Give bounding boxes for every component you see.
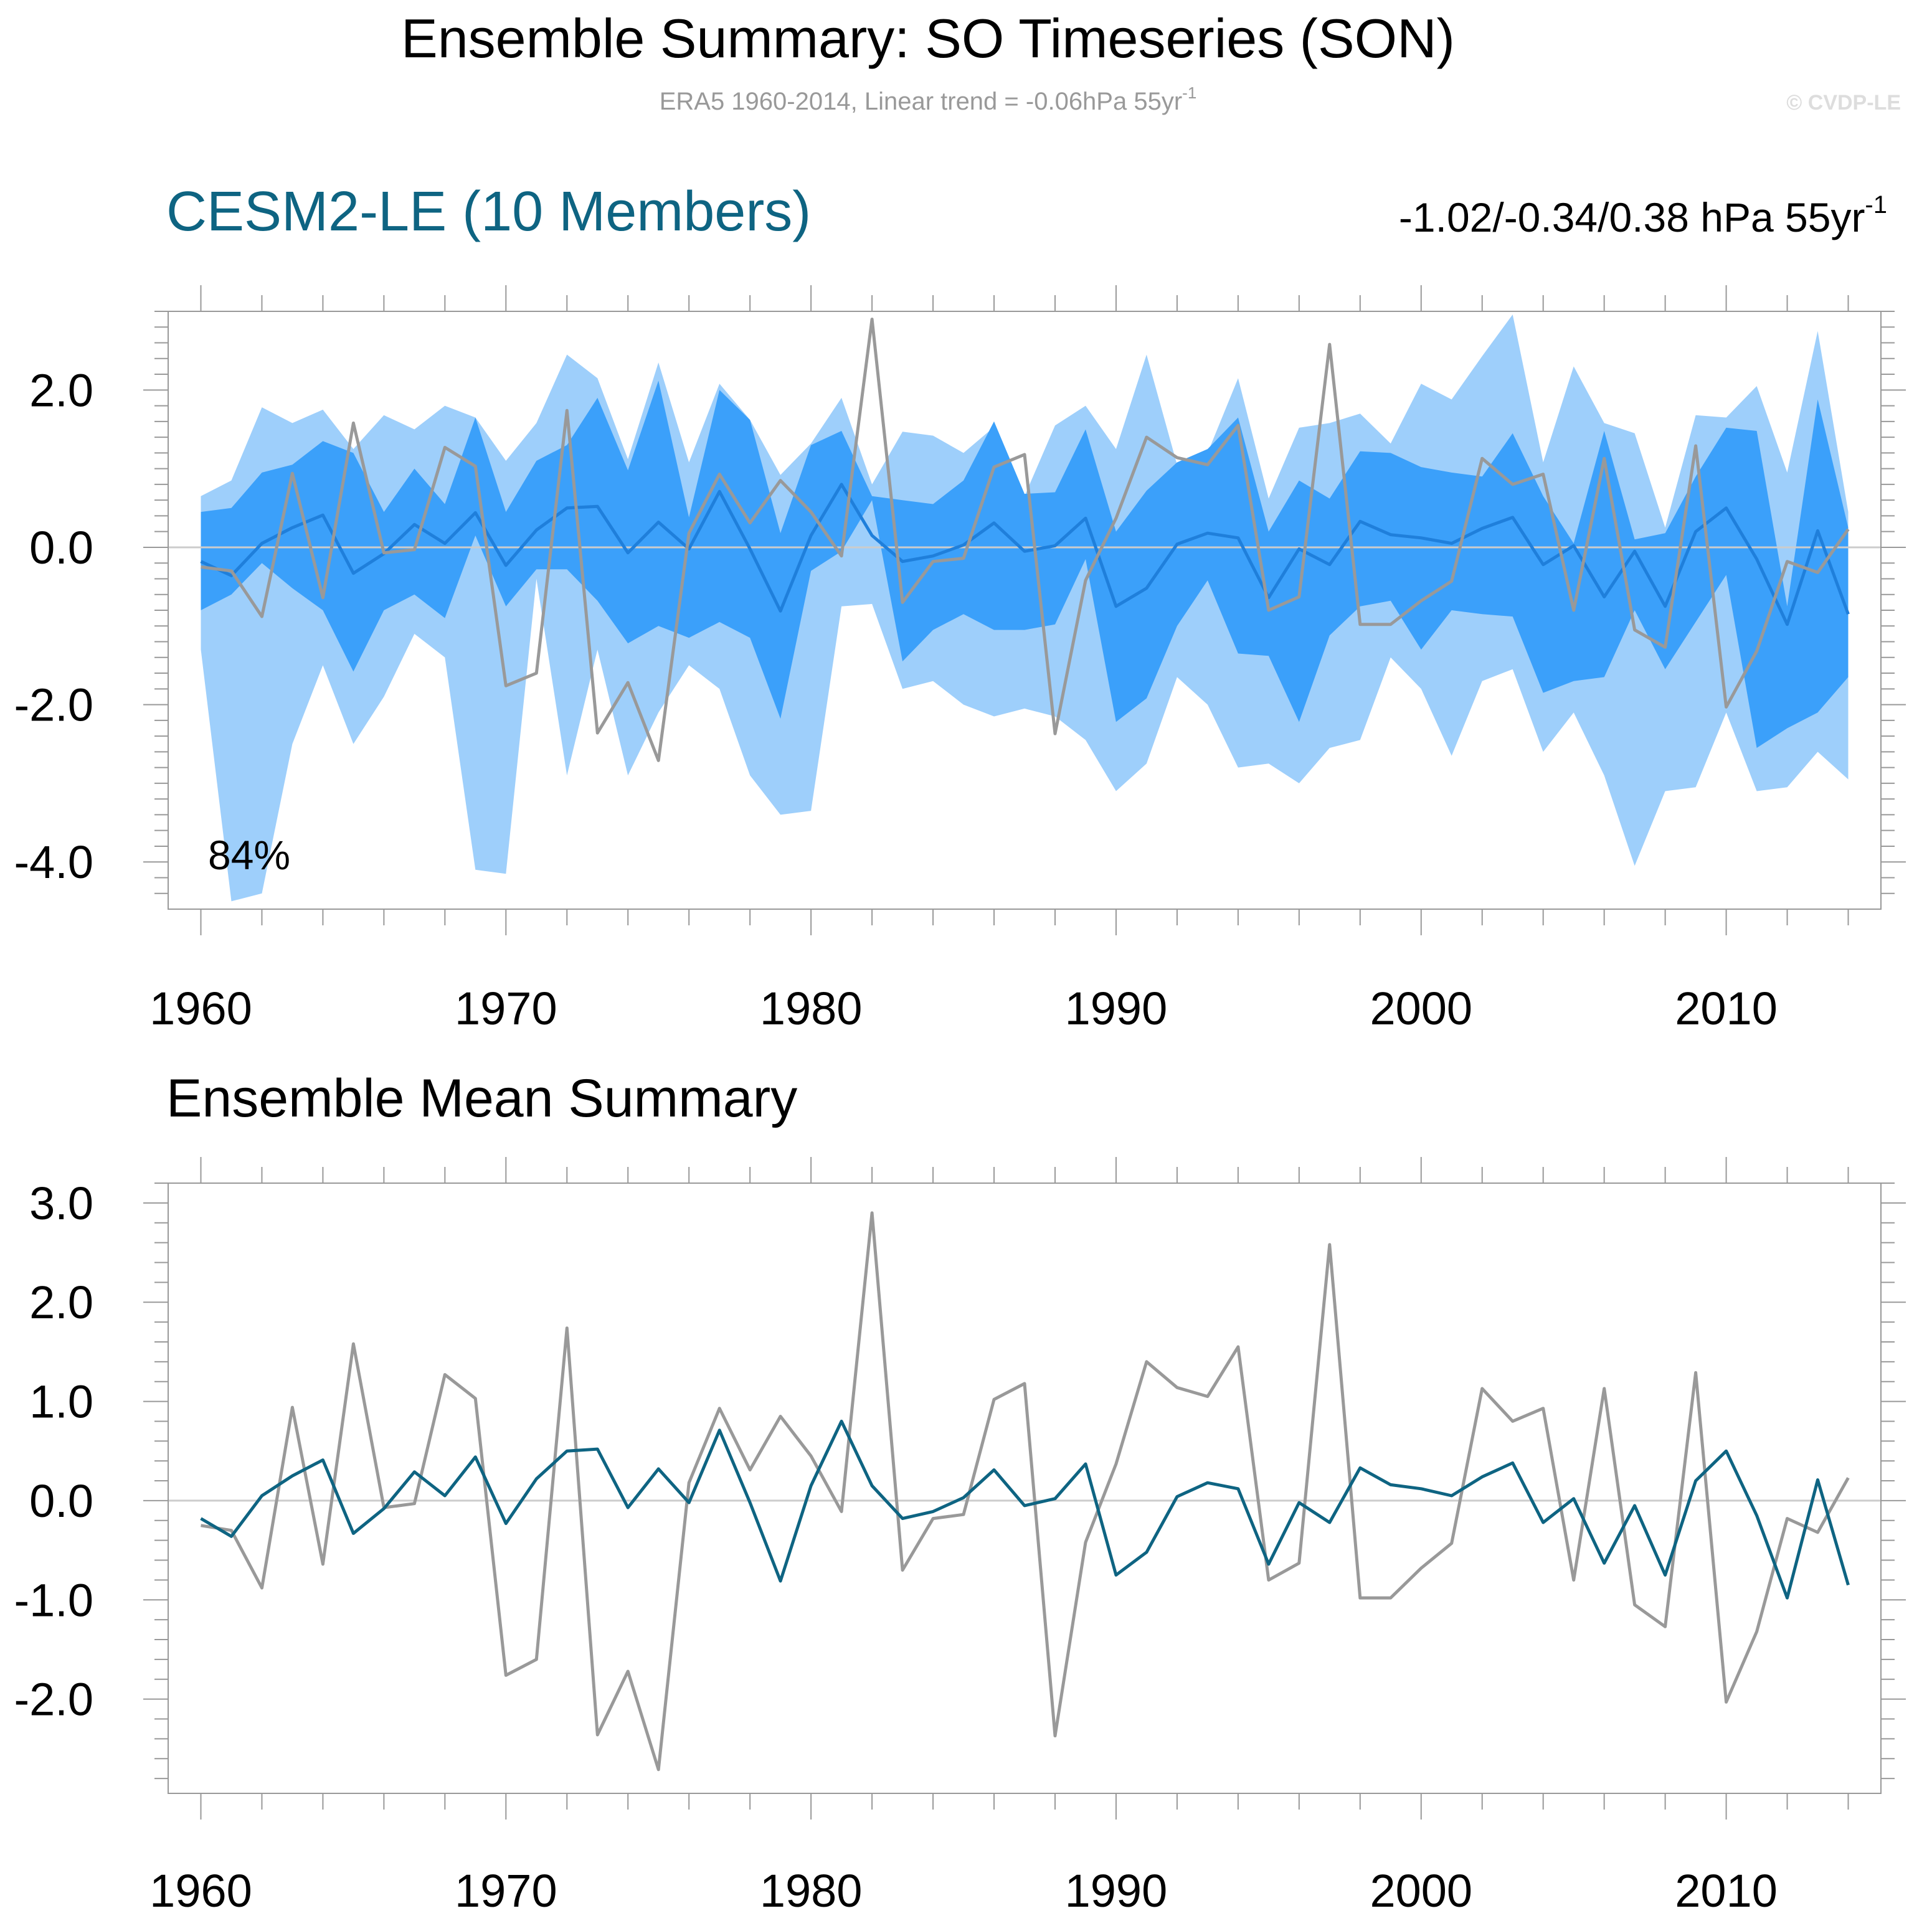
ensemble-mean-line: [200, 1419, 1850, 1600]
y-tick-label: -1.0: [14, 1574, 93, 1626]
y-tick-label: 1.0: [29, 1376, 93, 1428]
top-panel: 1960 1970 1980 1990 2000 2010 -4.0 -2.0 0.0 2.0 8…: [14, 285, 1906, 1034]
y-tick-label: 0.0: [29, 1475, 93, 1527]
x-tick-label: 1960: [149, 1865, 252, 1917]
y-tick-label: -2.0: [14, 1674, 93, 1725]
ensemble-percentile-band: [201, 380, 1849, 748]
x-tick-label: 2010: [1675, 1865, 1778, 1917]
era5-observed-line: [201, 1211, 1850, 1772]
top-panel-right-title-sup: -1: [1865, 191, 1887, 219]
ensemble-mean-line: [200, 483, 1850, 626]
x-tick-label: 1980: [760, 983, 863, 1034]
watermark: © CVDP-LE: [1786, 91, 1901, 115]
top-panel-left-title: CESM2-LE (10 Members): [166, 181, 811, 243]
era5-observed-line: [201, 318, 1850, 762]
top-panel-lines: [200, 318, 1850, 762]
x-tick-label: 2010: [1675, 983, 1778, 1034]
x-tick-label: 1960: [149, 983, 252, 1034]
y-tick-label: 0.0: [29, 522, 93, 574]
top-panel-bands: [201, 314, 1849, 902]
x-tick-label: 2000: [1370, 1865, 1472, 1917]
x-tick-label: 1970: [455, 983, 557, 1034]
top-panel-annotation: 84%: [208, 832, 290, 878]
bottom-panel: 1960 1970 1980 1990 2000 2010 -2.0 -1.0 0.0 1.0 2.…: [14, 1157, 1906, 1917]
x-tick-label: 2000: [1370, 983, 1472, 1034]
y-tick-label: 2.0: [29, 1277, 93, 1328]
top-panel-axes: 1960 1970 1980 1990 2000 2010 -4.0 -2.0 0.0 2.0: [14, 285, 1906, 1034]
figure-subtitle-main: ERA5 1960-2014, Linear trend = -0.06hPa …: [660, 88, 1182, 115]
top-panel-right-title-main: -1.02/-0.34/0.38 hPa 55yr: [1399, 194, 1865, 240]
y-tick-label: -2.0: [14, 679, 93, 731]
y-tick-label: 2.0: [29, 364, 93, 416]
x-tick-label: 1980: [760, 1865, 863, 1917]
figure-subtitle-sup: -1: [1182, 83, 1196, 102]
x-tick-label: 1990: [1065, 1865, 1168, 1917]
y-tick-label: -4.0: [14, 836, 93, 888]
plot-frame: [168, 1183, 1882, 1794]
top-panel-right-title: -1.02/-0.34/0.38 hPa 55yr-1: [1399, 191, 1887, 240]
bottom-panel-left-title: Ensemble Mean Summary: [166, 1069, 797, 1128]
figure-subtitle: ERA5 1960-2014, Linear trend = -0.06hPa …: [660, 83, 1197, 115]
x-tick-label: 1970: [455, 1865, 557, 1917]
x-tick-label: 1990: [1065, 983, 1168, 1034]
y-tick-label: 3.0: [29, 1178, 93, 1229]
figure-title: Ensemble Summary: SO Timeseries (SON): [401, 7, 1455, 69]
bottom-panel-axes: 1960 1970 1980 1990 2000 2010 -2.0 -1.0 0.0 1.0 2.…: [14, 1157, 1906, 1917]
bottom-panel-lines: [200, 1211, 1850, 1772]
